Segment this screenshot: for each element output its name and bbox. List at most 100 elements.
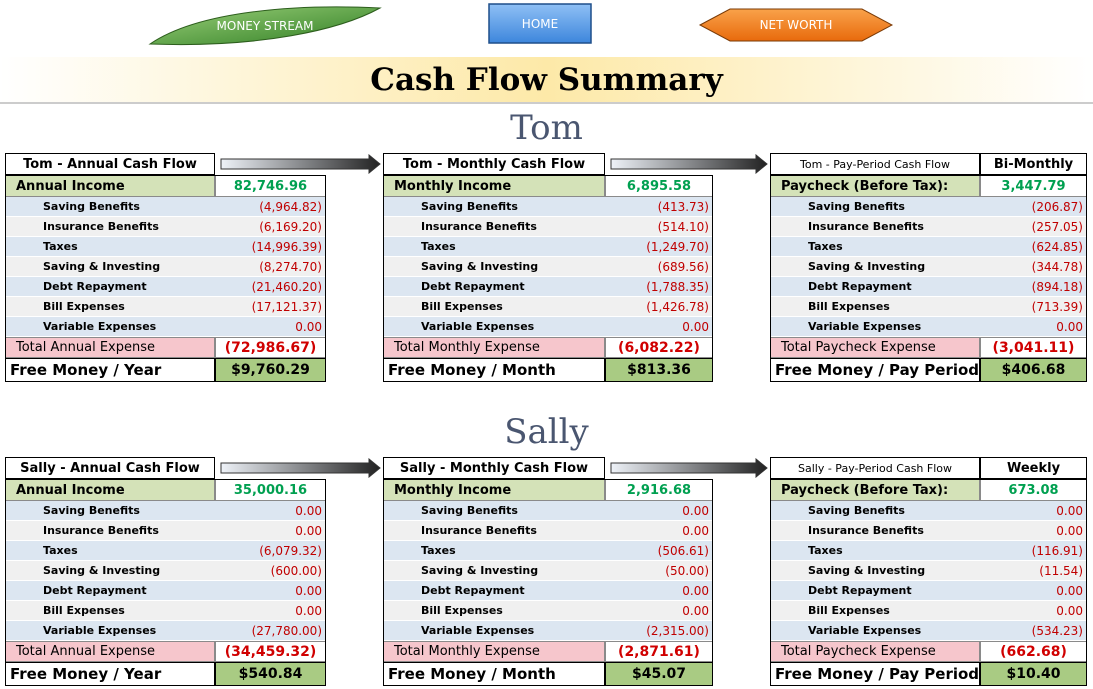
row-value: 0.00 <box>605 521 713 541</box>
free-label: Free Money / Year <box>5 358 215 382</box>
row-label: Taxes <box>770 237 980 257</box>
row-value: 0.00 <box>980 501 1087 521</box>
row-label: Insurance Benefits <box>770 217 980 237</box>
row-value: (1,788.35) <box>605 277 713 297</box>
row-label: Insurance Benefits <box>5 521 215 541</box>
row-value: (894.18) <box>980 277 1087 297</box>
row-label: Taxes <box>770 541 980 561</box>
period-label: Weekly <box>980 457 1087 479</box>
row-label: Debt Repayment <box>770 277 980 297</box>
row-label: Saving Benefits <box>5 197 215 217</box>
row-value: (17,121.37) <box>215 297 326 317</box>
row-value: 0.00 <box>605 601 713 621</box>
free-label: Free Money / Month <box>383 662 605 686</box>
flow-arrow <box>220 458 381 478</box>
income-label: Annual Income <box>5 479 215 501</box>
row-value: 0.00 <box>980 521 1087 541</box>
flow-arrow <box>220 154 381 174</box>
row-value: (6,079.32) <box>215 541 326 561</box>
income-value: 6,895.58 <box>605 175 713 197</box>
row-value: (534.23) <box>980 621 1087 641</box>
row-value: (27,780.00) <box>215 621 326 641</box>
free-value: $10.40 <box>980 662 1087 686</box>
row-value: (11.54) <box>980 561 1087 581</box>
row-value: (50.00) <box>605 561 713 581</box>
period-label: Bi-Monthly <box>980 153 1087 175</box>
row-label: Variable Expenses <box>5 317 215 337</box>
total-label: Total Paycheck Expense <box>770 641 980 662</box>
table-title: Sally - Annual Cash Flow <box>5 457 215 479</box>
row-label: Saving Benefits <box>383 197 605 217</box>
net-worth-button[interactable] <box>698 8 894 42</box>
free-label: Free Money / Pay Period <box>770 358 980 382</box>
income-label: Monthly Income <box>383 479 605 501</box>
income-label: Paycheck (Before Tax): <box>770 479 980 501</box>
row-label: Insurance Benefits <box>383 521 605 541</box>
total-label: Total Annual Expense <box>5 337 215 358</box>
nav-label[interactable]: HOME <box>521 16 559 31</box>
row-label: Variable Expenses <box>383 317 605 337</box>
row-label: Taxes <box>5 541 215 561</box>
row-label: Bill Expenses <box>383 601 605 621</box>
row-label: Taxes <box>383 541 605 561</box>
row-value: (206.87) <box>980 197 1087 217</box>
row-label: Saving Benefits <box>770 197 980 217</box>
row-value: (257.05) <box>980 217 1087 237</box>
row-label: Saving Benefits <box>383 501 605 521</box>
row-label: Saving Benefits <box>770 501 980 521</box>
table-title: Sally - Pay-Period Cash Flow <box>770 457 980 479</box>
row-value: (14,996.39) <box>215 237 326 257</box>
total-value: (3,041.11) <box>980 337 1087 358</box>
row-value: (8,274.70) <box>215 257 326 277</box>
row-value: (4,964.82) <box>215 197 326 217</box>
row-label: Taxes <box>5 237 215 257</box>
home-button[interactable] <box>488 3 592 44</box>
money-stream-button[interactable] <box>148 6 382 46</box>
free-value: $813.36 <box>605 358 713 382</box>
row-label: Saving Benefits <box>5 501 215 521</box>
income-label: Annual Income <box>5 175 215 197</box>
row-value: (413.73) <box>605 197 713 217</box>
row-label: Debt Repayment <box>5 277 215 297</box>
row-label: Variable Expenses <box>770 317 980 337</box>
row-label: Bill Expenses <box>770 601 980 621</box>
total-label: Total Monthly Expense <box>383 337 605 358</box>
row-label: Insurance Benefits <box>383 217 605 237</box>
row-label: Variable Expenses <box>383 621 605 641</box>
row-label: Debt Repayment <box>770 581 980 601</box>
total-label: Total Monthly Expense <box>383 641 605 662</box>
row-label: Variable Expenses <box>5 621 215 641</box>
total-value: (6,082.22) <box>605 337 713 358</box>
total-value: (662.68) <box>980 641 1087 662</box>
row-value: (624.85) <box>980 237 1087 257</box>
flow-arrow <box>610 154 768 174</box>
income-value: 673.08 <box>980 479 1087 501</box>
table-title: Tom - Monthly Cash Flow <box>383 153 605 175</box>
row-label: Taxes <box>383 237 605 257</box>
row-label: Saving & Investing <box>770 561 980 581</box>
total-value: (72,986.67) <box>215 337 326 358</box>
row-value: 0.00 <box>980 601 1087 621</box>
row-label: Variable Expenses <box>770 621 980 641</box>
header-art <box>0 3 1093 104</box>
row-value: (116.91) <box>980 541 1087 561</box>
row-label: Debt Repayment <box>383 277 605 297</box>
person-name: Sally <box>504 412 589 452</box>
row-label: Saving & Investing <box>5 561 215 581</box>
row-value: 0.00 <box>605 317 713 337</box>
row-value: 0.00 <box>980 317 1087 337</box>
row-label: Insurance Benefits <box>770 521 980 541</box>
nav-label[interactable]: MONEY STREAM <box>216 19 314 33</box>
income-value: 82,746.96 <box>215 175 326 197</box>
free-label: Free Money / Pay Period <box>770 662 980 686</box>
row-value: (2,315.00) <box>605 621 713 641</box>
row-label: Bill Expenses <box>383 297 605 317</box>
income-value: 35,000.16 <box>215 479 326 501</box>
free-value: $45.07 <box>605 662 713 686</box>
row-label: Debt Repayment <box>383 581 605 601</box>
row-value: (21,460.20) <box>215 277 326 297</box>
table-title: Tom - Pay-Period Cash Flow <box>770 153 980 175</box>
row-value: (6,169.20) <box>215 217 326 237</box>
nav-label[interactable]: NET WORTH <box>759 18 833 32</box>
